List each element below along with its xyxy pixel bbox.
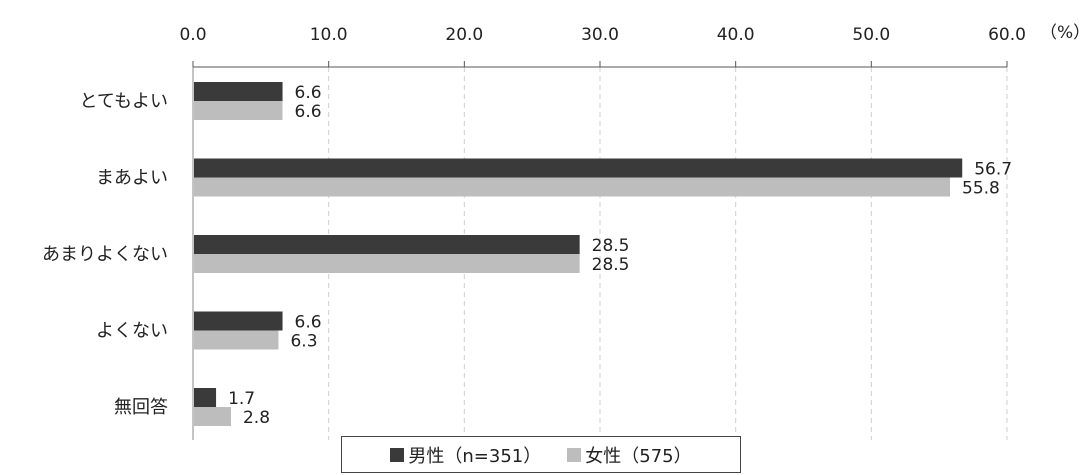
grid-lines [328, 67, 1008, 440]
bar-female [194, 407, 231, 426]
bar-male [194, 235, 580, 254]
category-label: 無回答 [114, 397, 168, 418]
legend-label-female: 女性（575） [585, 445, 692, 467]
legend-item-male: 男性（n=351） [390, 442, 541, 468]
bar-female [194, 254, 580, 273]
x-tick-label: 0.0 [179, 25, 206, 45]
legend-swatch-male [390, 447, 405, 462]
data-label: 1.7 [228, 389, 255, 409]
bar-male [194, 158, 963, 178]
x-tick-label: 20.0 [445, 25, 483, 45]
bar-female [194, 177, 951, 197]
category-label: あまりよくない [42, 244, 168, 265]
category-label: まあよい [96, 168, 168, 189]
data-label: 55.8 [962, 179, 1000, 199]
legend-swatch-female [567, 447, 582, 462]
x-tick-label: 40.0 [717, 25, 755, 45]
data-label: 56.7 [974, 160, 1012, 180]
unit-label: （%） [1040, 23, 1087, 43]
legend-label-male: 男性（n=351） [408, 445, 542, 467]
data-label: 6.6 [295, 102, 322, 122]
data-labels: 6.66.656.755.828.528.56.66.31.72.8 [228, 83, 1012, 428]
data-label: 2.8 [243, 408, 270, 428]
x-tick-label: 60.0 [988, 25, 1026, 45]
x-tick-label: 30.0 [581, 25, 619, 45]
bar-male [194, 388, 217, 407]
data-label: 28.5 [592, 236, 630, 256]
data-label: 6.6 [295, 83, 322, 103]
data-label: 28.5 [592, 255, 630, 275]
legend-item-female: 女性（575） [567, 442, 692, 468]
x-axis: （%） 0.0 10.0 20.0 30.0 40.0 50.0 60.0 [179, 23, 1087, 440]
bar-female [194, 330, 279, 350]
x-tick-label: 10.0 [310, 25, 348, 45]
bar-male [194, 82, 283, 101]
legend: 男性（n=351） 女性（575） [341, 436, 741, 473]
bar-male [194, 311, 283, 331]
bar-female [194, 101, 283, 120]
bars [194, 82, 963, 426]
category-label: よくない [96, 321, 168, 342]
category-label: とてもよい [79, 91, 168, 112]
x-tick-label: 50.0 [852, 25, 890, 45]
data-label: 6.3 [290, 332, 317, 352]
data-label: 6.6 [295, 313, 322, 333]
